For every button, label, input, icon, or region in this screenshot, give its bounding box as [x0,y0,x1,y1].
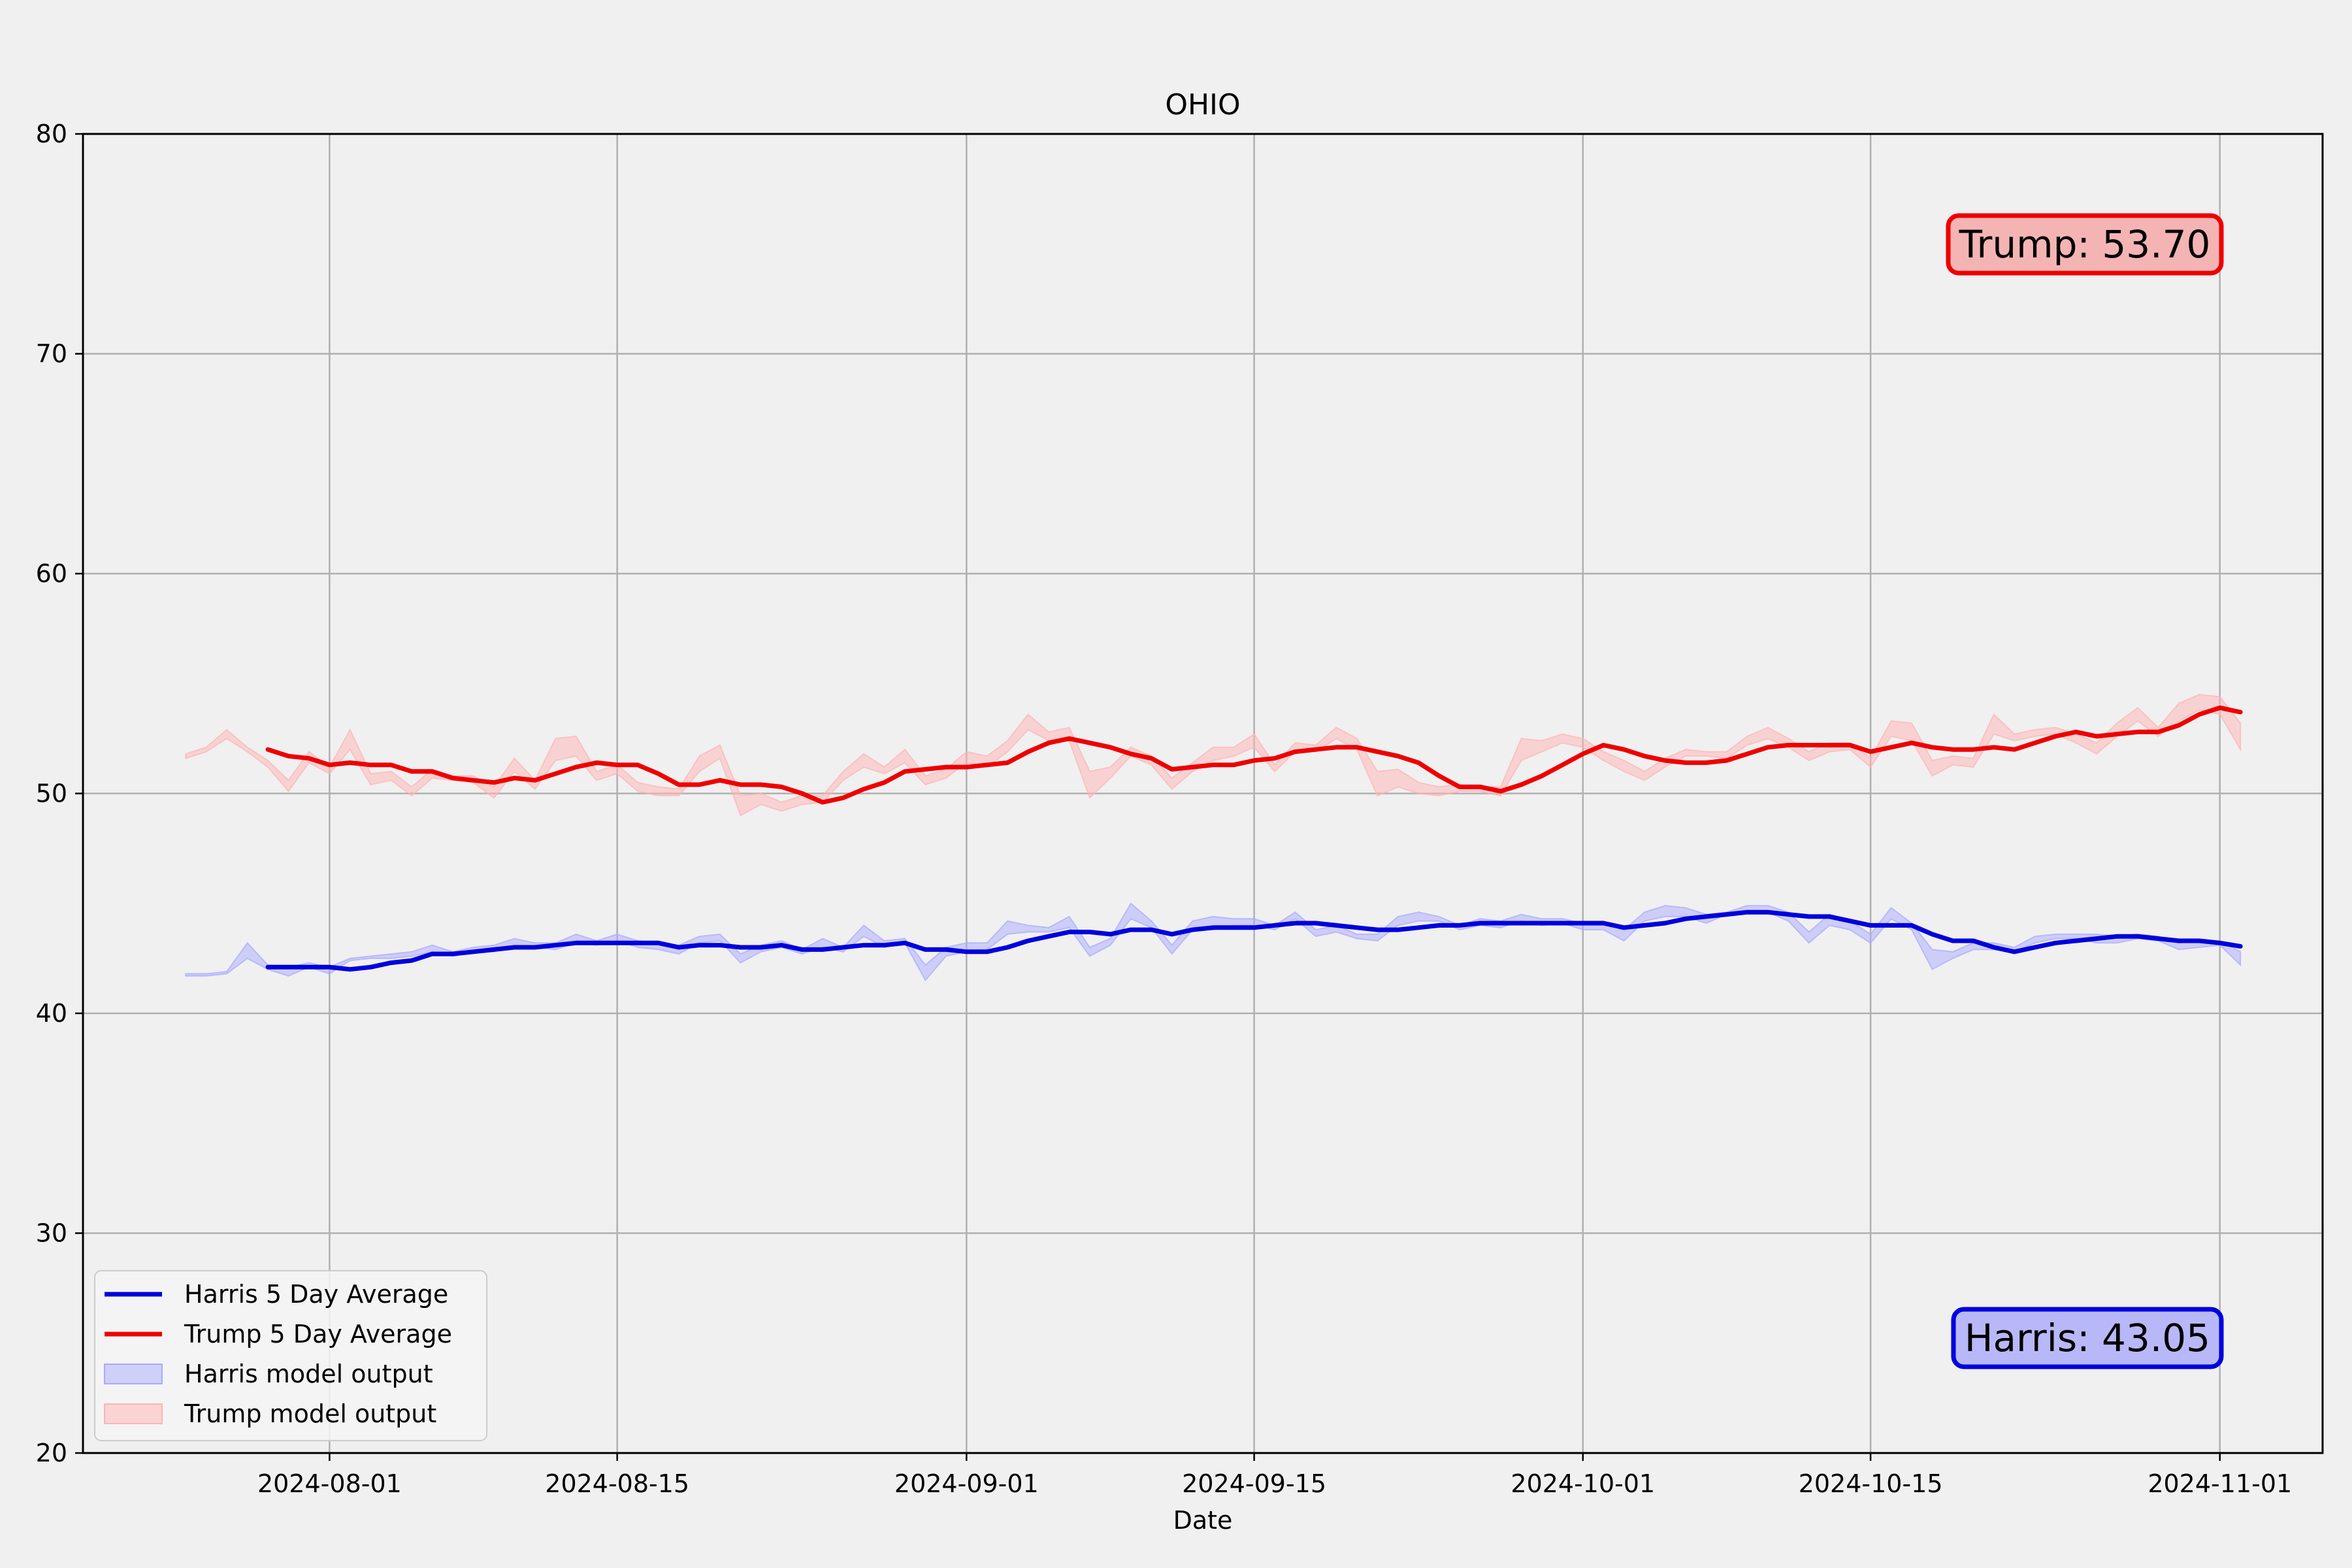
x-tick-label: 2024-11-01 [2148,1469,2292,1498]
y-axis-ticks: 20 30 40 50 60 70 80 [36,120,83,1467]
legend-label-trump-band: Trump model output [184,1399,436,1428]
legend-swatch-harris-band [104,1364,163,1384]
average-lines [265,705,2243,972]
y-tick-label: 20 [36,1439,67,1467]
x-tick-label: 2024-09-01 [894,1469,1039,1498]
legend-label-harris-band: Harris model output [184,1360,433,1388]
annotation-harris: Harris: 43.05 [1951,1307,2224,1369]
y-tick-label: 70 [36,340,67,368]
y-tick-label: 50 [36,779,67,808]
x-tick-label: 2024-10-15 [1799,1469,1943,1498]
annotation-trump-text: Trump: 53.70 [1959,222,2211,267]
annotation-trump-box [1946,213,2224,276]
x-tick-label: 2024-10-01 [1511,1469,1655,1498]
legend: Harris 5 Day Average Trump 5 Day Average… [94,1270,487,1441]
annotation-trump: Trump: 53.70 [1946,213,2224,276]
x-tick-label: 2024-08-15 [545,1469,689,1498]
legend-label-harris-average: Harris 5 Day Average [184,1280,448,1309]
grid [83,134,2323,1453]
x-tick-label: 2024-09-15 [1182,1469,1326,1498]
annotation-harris-box [1951,1307,2224,1369]
legend-box [94,1270,487,1441]
x-axis-ticks: 2024-08-01 2024-08-15 2024-09-01 2024-09-15… [257,1453,2292,1498]
model-output-bands [185,694,2242,982]
y-tick-label: 30 [36,1219,67,1248]
x-axis-label: Date [1173,1506,1233,1535]
band-harris-model-output [185,902,2242,982]
y-tick-label: 60 [36,559,67,588]
annotation-harris-text: Harris: 43.05 [1965,1316,2210,1360]
band-trump-model-output [185,694,2242,817]
y-tick-label: 40 [36,999,67,1028]
line-trump-5-day-average [265,705,2243,805]
legend-label-trump-average: Trump 5 Day Average [184,1320,452,1348]
legend-swatch-trump-band [104,1403,163,1424]
chart-title: OHIO [1165,88,1240,122]
y-tick-label: 80 [36,120,67,148]
line-harris-5-day-average [265,909,2243,972]
x-tick-label: 2024-08-01 [257,1469,402,1498]
